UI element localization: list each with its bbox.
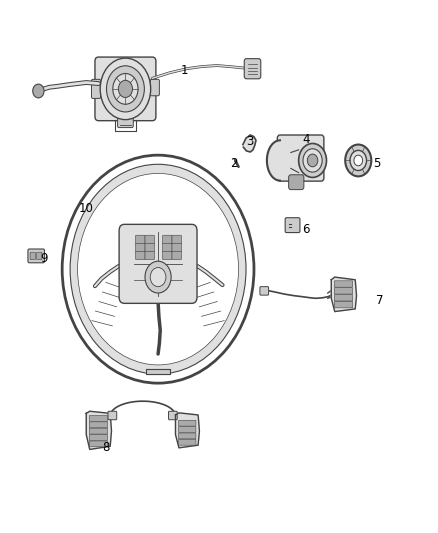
FancyBboxPatch shape [135,243,145,252]
FancyBboxPatch shape [89,428,108,434]
Circle shape [150,268,166,287]
FancyBboxPatch shape [285,217,300,232]
FancyBboxPatch shape [135,251,145,260]
Text: 3: 3 [246,135,253,148]
FancyBboxPatch shape [172,243,182,252]
Ellipse shape [70,164,246,374]
Polygon shape [331,277,357,312]
FancyBboxPatch shape [89,422,108,427]
FancyBboxPatch shape [169,411,177,419]
FancyBboxPatch shape [334,295,353,301]
FancyBboxPatch shape [95,57,156,120]
FancyBboxPatch shape [89,441,108,447]
FancyBboxPatch shape [334,288,353,294]
Circle shape [350,150,367,171]
FancyBboxPatch shape [150,79,159,96]
Circle shape [100,58,151,119]
FancyBboxPatch shape [179,439,196,445]
Polygon shape [243,135,256,152]
Circle shape [145,261,171,293]
FancyBboxPatch shape [145,251,155,260]
FancyBboxPatch shape [162,251,172,260]
Text: 1: 1 [180,64,188,77]
FancyBboxPatch shape [334,302,353,308]
FancyBboxPatch shape [179,433,196,439]
FancyBboxPatch shape [179,420,196,426]
Circle shape [113,74,138,104]
FancyBboxPatch shape [260,287,268,295]
Text: 4: 4 [302,133,310,146]
FancyBboxPatch shape [37,252,42,260]
FancyBboxPatch shape [89,434,108,440]
Text: 10: 10 [79,201,94,215]
Circle shape [33,84,44,98]
Circle shape [106,66,145,112]
Circle shape [303,149,322,172]
Text: 5: 5 [373,157,380,169]
FancyBboxPatch shape [89,416,108,421]
FancyBboxPatch shape [289,175,304,190]
FancyBboxPatch shape [145,235,155,244]
FancyBboxPatch shape [172,235,182,244]
FancyBboxPatch shape [92,79,101,99]
FancyBboxPatch shape [108,411,117,419]
Circle shape [345,144,371,176]
FancyBboxPatch shape [277,135,324,181]
Circle shape [307,154,318,167]
Polygon shape [267,140,280,181]
Polygon shape [86,411,112,449]
FancyBboxPatch shape [28,249,45,263]
Text: 9: 9 [40,252,48,265]
FancyBboxPatch shape [244,59,261,79]
FancyBboxPatch shape [117,115,133,127]
Ellipse shape [62,155,254,383]
Circle shape [354,155,363,166]
FancyBboxPatch shape [162,235,172,244]
FancyBboxPatch shape [135,235,145,244]
Ellipse shape [78,173,239,365]
Polygon shape [176,413,199,448]
FancyBboxPatch shape [172,251,182,260]
FancyBboxPatch shape [145,243,155,252]
Text: 6: 6 [302,223,310,236]
FancyBboxPatch shape [162,243,172,252]
FancyBboxPatch shape [30,252,35,260]
Circle shape [118,80,133,98]
FancyBboxPatch shape [334,281,353,287]
FancyBboxPatch shape [119,224,197,303]
Text: 8: 8 [102,441,110,454]
Text: 2: 2 [230,157,238,169]
Text: 7: 7 [376,294,384,308]
Circle shape [299,143,326,177]
Polygon shape [146,369,170,374]
FancyBboxPatch shape [179,426,196,432]
